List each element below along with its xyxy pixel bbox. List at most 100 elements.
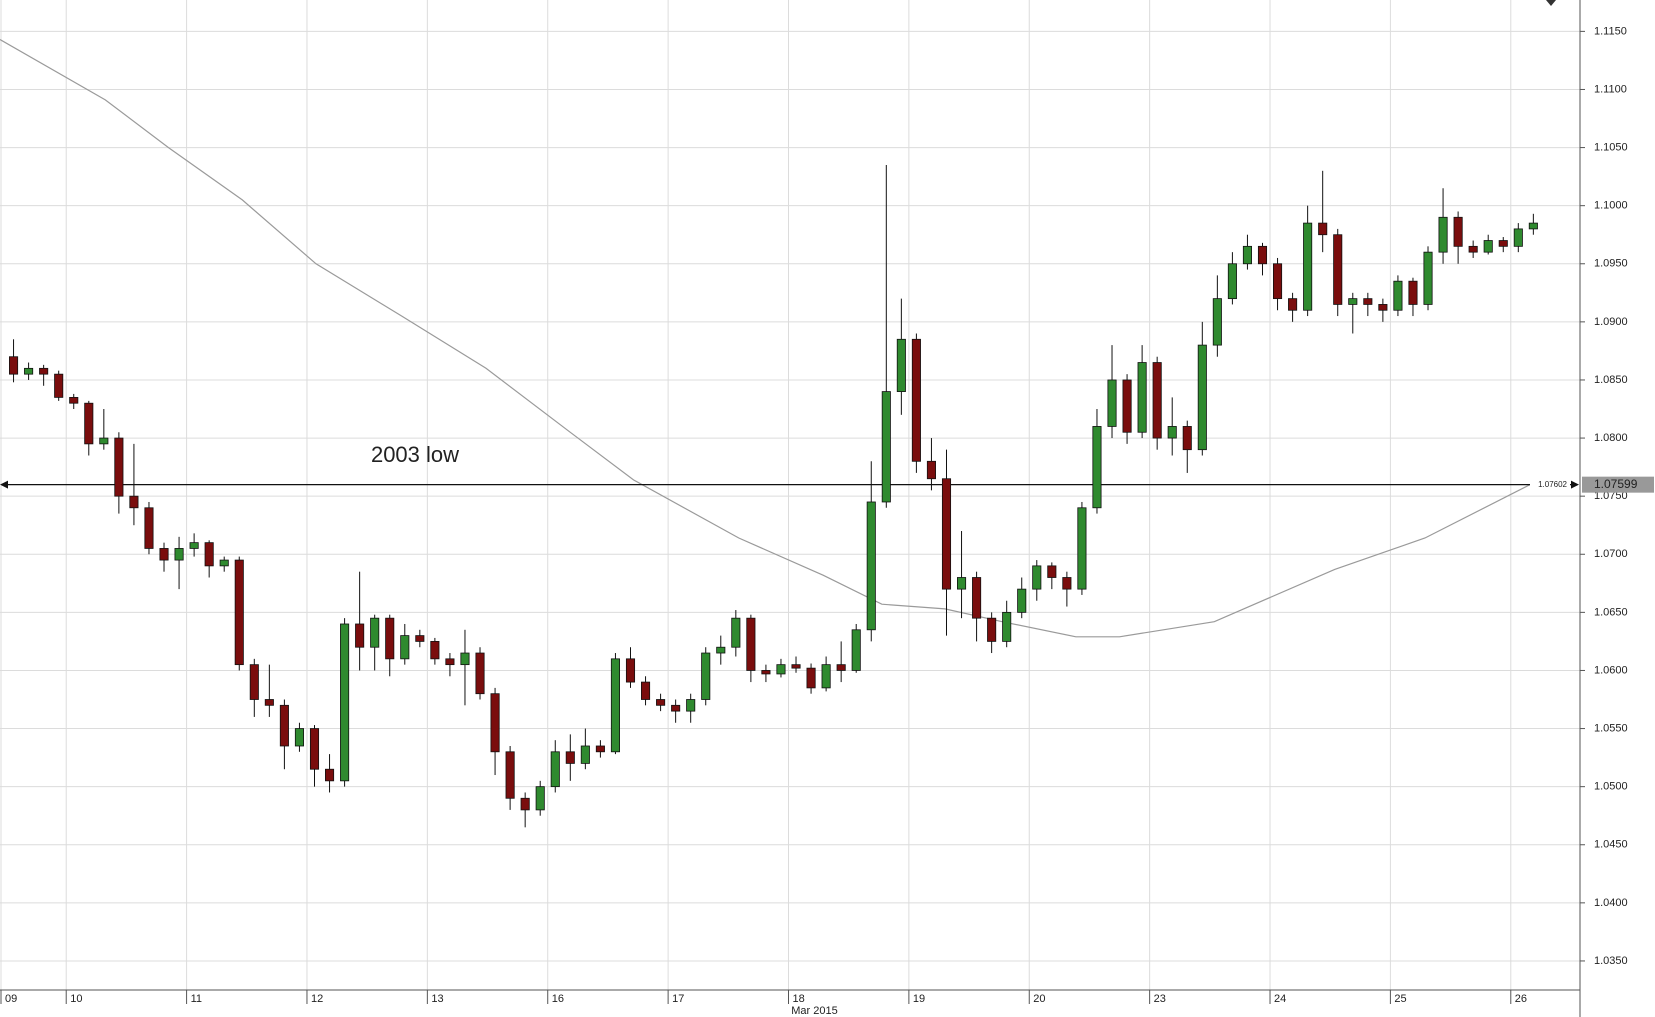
candle-body — [1137, 362, 1147, 433]
y-tick-label: 1.0500 — [1594, 781, 1628, 793]
candle-body — [1092, 426, 1102, 509]
candle-body — [1273, 263, 1283, 300]
candle-body — [595, 745, 605, 753]
candle-body — [1408, 280, 1418, 305]
candle-body — [701, 652, 711, 700]
candle-body — [1318, 222, 1328, 236]
y-tick-label: 1.0550 — [1594, 722, 1628, 734]
x-tick-label: 09 — [5, 993, 17, 1005]
candle-body — [400, 635, 410, 660]
candle-body — [746, 617, 756, 671]
candle-body — [325, 768, 335, 782]
y-tick-label: 1.1150 — [1594, 25, 1627, 37]
scroll-marker — [1546, 0, 1556, 6]
level-arrow-left — [0, 480, 8, 489]
candle-body — [851, 629, 861, 671]
y-tick-label: 1.0900 — [1594, 316, 1628, 328]
moving-average — [0, 38, 1531, 638]
candle-body — [1212, 298, 1222, 346]
candle-body — [881, 391, 891, 503]
x-tick-label: 12 — [311, 993, 323, 1005]
x-tick-label: 18 — [792, 993, 804, 1005]
level-axis-tag: 1.07599 — [1594, 477, 1638, 491]
candle-body — [1197, 344, 1207, 451]
y-tick-label: 1.0350 — [1594, 955, 1628, 967]
candle-body — [836, 664, 846, 671]
x-tick-label: 23 — [1154, 993, 1166, 1005]
candle-body — [1483, 240, 1493, 253]
candle-body — [460, 652, 470, 666]
candle-body — [84, 402, 94, 445]
candle-body — [1423, 251, 1433, 305]
candle-body — [1303, 222, 1313, 311]
candle-body — [475, 652, 485, 695]
candle-body — [1363, 298, 1373, 305]
candle-body — [24, 367, 34, 375]
candle-body — [641, 681, 651, 700]
candle-body — [174, 548, 184, 561]
candle-body — [204, 542, 214, 567]
candle-body — [1288, 298, 1298, 311]
candle-body — [565, 751, 575, 764]
x-tick-label: 19 — [913, 993, 925, 1005]
candle-body — [1047, 565, 1057, 578]
x-tick-label: 20 — [1033, 993, 1045, 1005]
candle-body — [520, 797, 530, 811]
candle-body — [1062, 577, 1072, 590]
candle-body — [39, 367, 49, 375]
candle-body — [1017, 588, 1027, 613]
candle-body — [972, 577, 982, 619]
candle-body — [806, 667, 816, 689]
y-tick-label: 1.1000 — [1594, 200, 1628, 212]
candle-body — [535, 786, 545, 811]
candle-body — [1002, 611, 1012, 642]
candle-body — [1152, 362, 1162, 439]
candle-body — [686, 699, 696, 712]
candle-body — [309, 728, 320, 770]
level-axis-tag-bg — [1582, 476, 1654, 493]
candle-body — [370, 617, 380, 648]
candle-body — [610, 658, 620, 753]
candle-body — [580, 745, 590, 764]
level-tag: 1.07602 — [1538, 480, 1567, 489]
level-arrow-right — [1571, 480, 1579, 489]
y-tick-label: 1.0800 — [1594, 432, 1628, 444]
candle-body — [144, 507, 154, 549]
y-tick-label: 1.1050 — [1594, 141, 1628, 153]
candle-body — [776, 664, 786, 675]
candle-body — [69, 396, 79, 404]
candle-body — [1513, 228, 1523, 247]
candle-body — [415, 635, 425, 642]
candle-body — [1393, 280, 1403, 311]
candle-body — [1107, 379, 1117, 427]
candle-body — [430, 641, 440, 660]
annotation: 2003 low — [371, 442, 459, 467]
candle-body — [656, 699, 666, 706]
candle-body — [1498, 240, 1508, 247]
candle-body — [1438, 216, 1448, 253]
candle-body — [340, 623, 350, 782]
candle-body — [1257, 245, 1268, 265]
candle-body — [941, 478, 952, 590]
candle-body — [1182, 426, 1192, 451]
candle-body — [159, 548, 169, 561]
candle-body — [1468, 245, 1478, 253]
candle-body — [731, 617, 741, 648]
candle-body — [505, 751, 515, 799]
y-tick-label: 1.0950 — [1594, 258, 1628, 270]
candle-body — [1077, 507, 1087, 590]
candle-body — [671, 704, 681, 712]
candle-body — [264, 699, 274, 706]
candle-body — [1378, 304, 1388, 311]
candle-body — [249, 664, 259, 700]
candle-body — [54, 373, 64, 398]
candle-body — [987, 617, 997, 642]
x-tick-label: 17 — [672, 993, 684, 1005]
x-tick-label: 16 — [552, 993, 564, 1005]
x-tick-label: 26 — [1515, 993, 1527, 1005]
candle-body — [926, 460, 936, 480]
y-tick-label: 1.0850 — [1594, 374, 1628, 386]
candle-body — [1242, 245, 1252, 265]
x-tick-label: 25 — [1394, 993, 1406, 1005]
